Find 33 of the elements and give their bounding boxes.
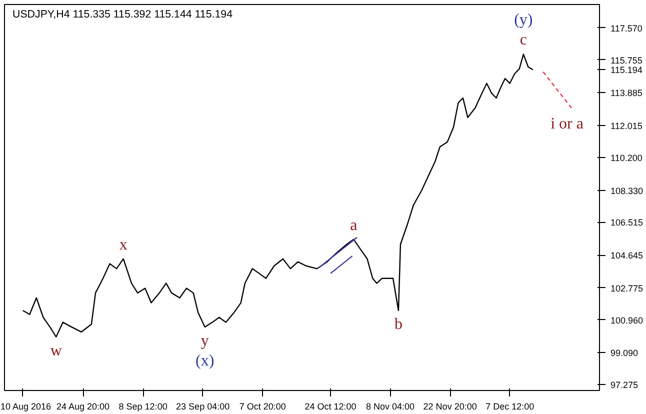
x-tick-label: 23 Sep 04:00 (176, 402, 230, 412)
annotation: i or a (550, 115, 584, 132)
x-tick-label: 8 Nov 04:00 (366, 402, 415, 412)
annotation: y (200, 332, 209, 350)
annotation: x (119, 236, 128, 254)
x-tick-label: 8 Sep 12:00 (118, 402, 168, 412)
y-tick-label: 115.755 (610, 55, 642, 66)
annotation: (y) (514, 12, 533, 29)
chart-title: USDJPY,H4 115.335 115.392 115.144 115.194 (12, 8, 233, 20)
x-tick-label: 10 Aug 2016 (0, 402, 52, 412)
y-tick-label: 115.194 (610, 65, 642, 76)
x-tick-label: 7 Dec 12:00 (486, 402, 534, 412)
y-tick-label: 100.960 (610, 315, 644, 326)
y-tick-label: 102.775 (610, 283, 644, 294)
x-tick-label: 7 Oct 20:00 (239, 402, 286, 412)
annotation: b (394, 316, 402, 334)
x-tick-label: 24 Oct 12:00 (304, 402, 356, 412)
annotation: a (350, 216, 358, 234)
annotation: w (50, 342, 62, 360)
y-tick-label: 99.090 (610, 348, 638, 358)
y-tick-label: 104.645 (610, 250, 644, 261)
y-tick-label: 108.330 (610, 186, 644, 196)
y-tick-label: 97.275 (610, 380, 638, 390)
y-tick-label: 117.570 (610, 23, 642, 34)
y-tick-label: 113.885 (610, 88, 642, 98)
annotation: (x) (196, 352, 214, 370)
y-tick-label: 112.015 (610, 121, 642, 132)
x-tick-label: 24 Aug 20:00 (56, 402, 110, 412)
y-tick-label: 110.200 (610, 152, 642, 163)
y-tick-label: 106.515 (610, 218, 644, 228)
line-series (22, 54, 534, 338)
annotation: c (520, 32, 527, 49)
x-tick-label: 22 Nov 20:00 (423, 402, 477, 412)
